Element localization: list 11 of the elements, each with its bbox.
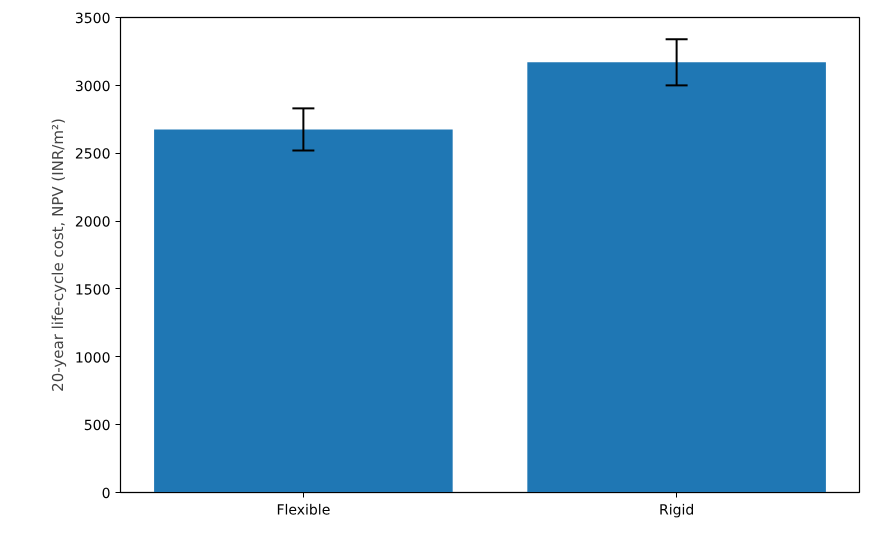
- x-tick-label: Rigid: [658, 502, 694, 518]
- y-axis-title: 20-year life-cycle cost, NPV (INR/m²): [48, 118, 67, 392]
- y-tick-label: 2500: [74, 146, 111, 163]
- y-tick-label: 0: [102, 486, 111, 502]
- x-tick-label: Flexible: [276, 502, 330, 518]
- y-tick-label: 2000: [74, 214, 111, 231]
- y-tick-label: 3500: [74, 11, 111, 27]
- y-tick-label: 1000: [74, 350, 111, 366]
- y-tick-label: 3000: [74, 78, 111, 95]
- y-tick-label: 500: [84, 418, 111, 434]
- y-tick-label: 1500: [74, 282, 111, 298]
